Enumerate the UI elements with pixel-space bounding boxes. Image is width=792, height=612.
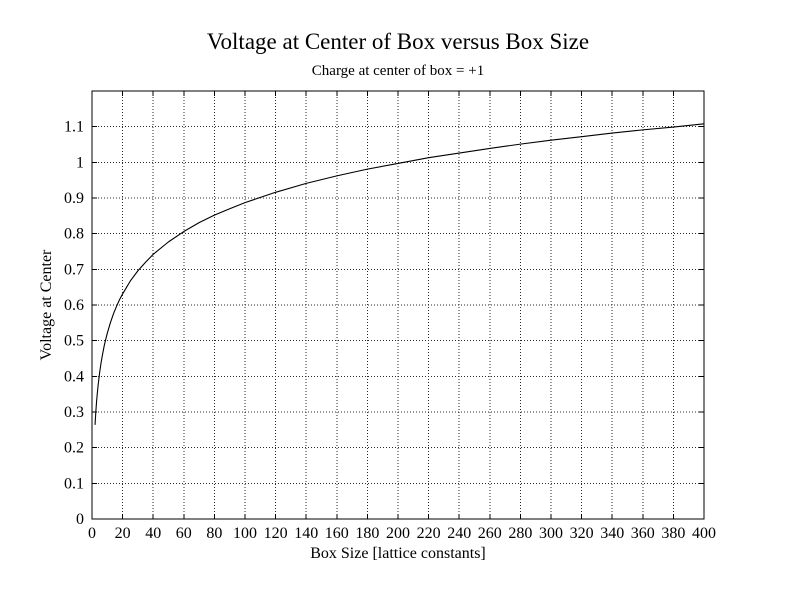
y-tick-label: 1 — [76, 154, 84, 171]
y-tick-label: 0.7 — [64, 261, 84, 278]
x-axis-label: Box Size [lattice constants] — [310, 545, 486, 562]
x-tick-label: 240 — [447, 525, 471, 542]
chart-subtitle: Charge at center of box = +1 — [311, 63, 485, 79]
x-tick-label: 160 — [325, 525, 349, 542]
x-tick-label: 380 — [661, 525, 685, 542]
x-tick-label: 200 — [386, 525, 410, 542]
x-tick-label: 300 — [539, 525, 563, 542]
chart-title: Voltage at Center of Box versus Box Size — [206, 29, 590, 54]
y-tick-label: 0.9 — [64, 190, 84, 207]
x-tick-label: 0 — [88, 525, 96, 542]
x-tick-label: 180 — [355, 525, 379, 542]
x-tick-label: 140 — [294, 525, 318, 542]
x-tick-label: 20 — [115, 525, 131, 542]
x-tick-label: 260 — [478, 525, 502, 542]
y-tick-label: 0.2 — [64, 440, 84, 457]
x-tick-label: 40 — [145, 525, 161, 542]
y-tick-label: 0 — [76, 511, 84, 528]
y-tick-label: 1.1 — [64, 119, 84, 136]
y-tick-label: 0.4 — [64, 368, 84, 385]
x-tick-labels: 0 20 40 60 80 100 120 140 160 180 200 220 240 260 280 3… — [88, 525, 716, 542]
y-tick-label: 0.1 — [64, 475, 84, 492]
x-tick-label: 280 — [508, 525, 532, 542]
y-tick-labels: 0 0.1 0.2 0.3 0.4 0.5 0.6 0.7 0.8 0.9 1 1.1 — [64, 119, 84, 528]
x-tick-label: 120 — [264, 525, 288, 542]
plot-frame — [91, 90, 705, 520]
x-tick-label: 100 — [233, 525, 257, 542]
x-tick-label: 80 — [206, 525, 222, 542]
y-tick-label: 0.6 — [64, 297, 84, 314]
y-tick-label: 0.8 — [64, 226, 84, 243]
x-tick-label: 60 — [176, 525, 192, 542]
voltage-curve — [94, 123, 705, 426]
x-tick-label: 340 — [600, 525, 624, 542]
y-tick-label: 0.3 — [64, 404, 84, 421]
x-tick-label: 400 — [692, 525, 716, 542]
y-tick-label: 0.5 — [64, 333, 84, 350]
x-tick-label: 220 — [417, 525, 441, 542]
x-tick-label: 320 — [570, 525, 594, 542]
gridlines — [92, 91, 704, 519]
x-tick-label: 360 — [631, 525, 655, 542]
